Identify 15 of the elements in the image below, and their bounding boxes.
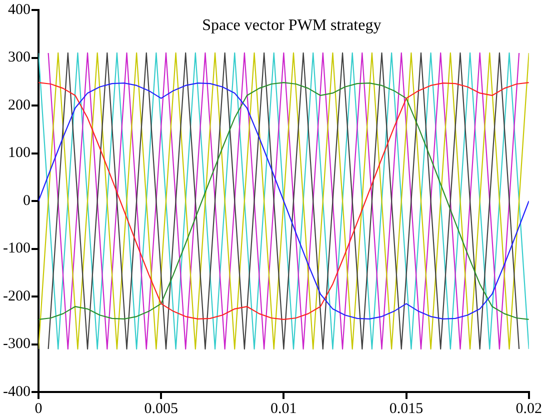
y-tick-label: -400: [2, 384, 30, 400]
y-tick-label: -200: [2, 288, 30, 304]
x-tick-label: 0.02: [516, 400, 542, 417]
x-tick-label: 0.015: [389, 400, 424, 417]
y-tick-label: -100: [2, 240, 30, 257]
y-tick-label: 400: [8, 2, 30, 18]
x-tick-label: 0.01: [270, 400, 297, 417]
y-tick-label: 0: [22, 192, 30, 209]
y-tick-label: 100: [8, 145, 30, 162]
x-tick-label: 0.005: [144, 400, 178, 417]
y-tick-label: 200: [8, 97, 30, 114]
chart-title: Space vector PWM strategy: [202, 17, 382, 34]
y-tick-label: 300: [8, 50, 30, 66]
y-tick-label: -300: [2, 336, 30, 352]
x-tick-label: 0: [34, 400, 42, 417]
